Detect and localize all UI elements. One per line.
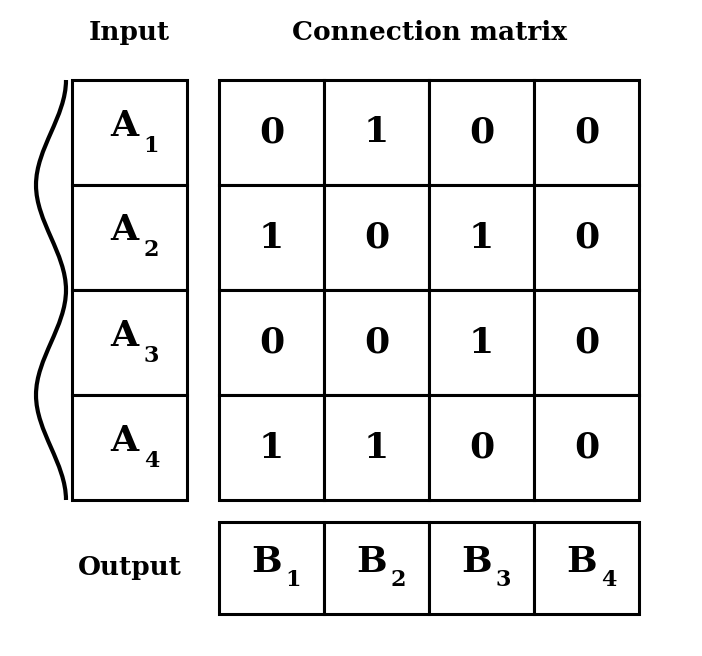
Bar xyxy=(72,185,187,290)
Text: 0: 0 xyxy=(259,325,284,359)
Text: A: A xyxy=(110,424,138,457)
Bar xyxy=(219,395,324,500)
Bar xyxy=(534,522,639,614)
Bar xyxy=(534,80,639,185)
Bar xyxy=(534,290,639,395)
Text: 1: 1 xyxy=(144,134,159,157)
Text: 4: 4 xyxy=(144,449,159,472)
Text: Output: Output xyxy=(77,556,181,581)
Text: 1: 1 xyxy=(469,325,494,359)
Text: 0: 0 xyxy=(574,430,599,464)
Bar xyxy=(324,290,429,395)
Text: Input: Input xyxy=(89,20,170,45)
Text: B: B xyxy=(356,545,387,579)
Text: 0: 0 xyxy=(259,115,284,150)
Bar xyxy=(72,290,187,395)
Text: B: B xyxy=(251,545,282,579)
Text: B: B xyxy=(567,545,597,579)
Bar xyxy=(429,185,534,290)
Bar xyxy=(219,80,324,185)
Bar xyxy=(219,290,324,395)
Text: 1: 1 xyxy=(259,220,284,255)
Text: 0: 0 xyxy=(364,325,389,359)
Bar xyxy=(324,185,429,290)
Text: 3: 3 xyxy=(144,344,159,367)
Text: 1: 1 xyxy=(469,220,494,255)
Bar xyxy=(429,522,534,614)
Bar xyxy=(429,395,534,500)
Text: 0: 0 xyxy=(469,430,494,464)
Text: 3: 3 xyxy=(496,569,511,591)
Bar xyxy=(429,290,534,395)
Text: 0: 0 xyxy=(574,325,599,359)
Text: 4: 4 xyxy=(601,569,616,591)
Text: 0: 0 xyxy=(364,220,389,255)
Text: B: B xyxy=(461,545,492,579)
Text: Connection matrix: Connection matrix xyxy=(291,20,567,45)
Text: 2: 2 xyxy=(144,239,159,262)
Bar xyxy=(72,395,187,500)
Text: 0: 0 xyxy=(574,220,599,255)
Text: 0: 0 xyxy=(574,115,599,150)
Text: 1: 1 xyxy=(364,115,389,150)
Bar xyxy=(72,80,187,185)
Bar xyxy=(324,80,429,185)
Text: A: A xyxy=(110,213,138,247)
Text: 0: 0 xyxy=(469,115,494,150)
Bar xyxy=(429,80,534,185)
Bar xyxy=(219,522,324,614)
Text: 1: 1 xyxy=(259,430,284,464)
Text: 2: 2 xyxy=(391,569,406,591)
Bar xyxy=(534,395,639,500)
Bar xyxy=(324,522,429,614)
Bar xyxy=(219,185,324,290)
Text: A: A xyxy=(110,108,138,142)
Text: 1: 1 xyxy=(364,430,389,464)
Text: 1: 1 xyxy=(286,569,301,591)
Bar xyxy=(324,395,429,500)
Bar xyxy=(534,185,639,290)
Text: A: A xyxy=(110,319,138,352)
